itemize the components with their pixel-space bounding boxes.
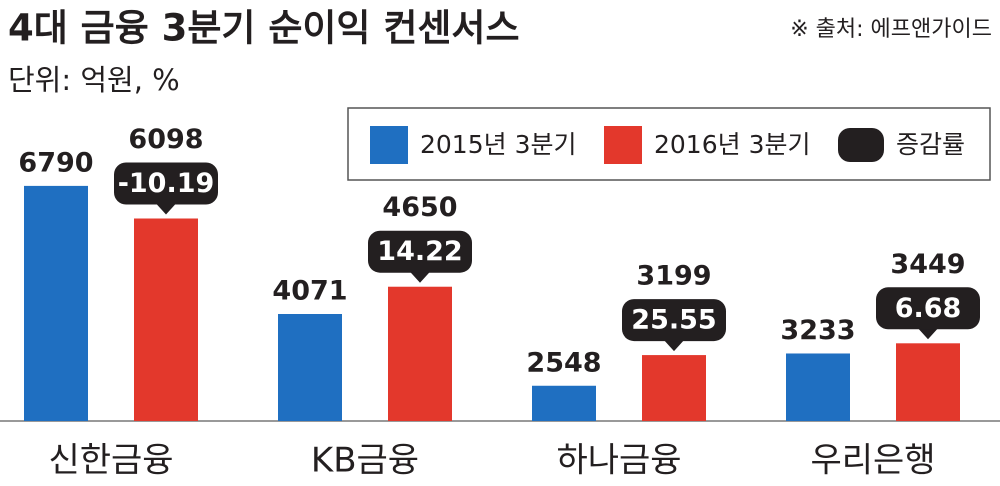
x-tick-label: KB금융	[311, 441, 419, 481]
value-label: 3449	[890, 249, 965, 280]
bar	[786, 353, 850, 421]
change-label: 25.55	[631, 305, 716, 336]
callout-pointer	[156, 203, 176, 215]
x-tick-label: 우리은행	[810, 441, 935, 481]
change-label: 6.68	[895, 293, 962, 324]
legend-swatch	[604, 126, 642, 164]
bar	[278, 314, 342, 421]
bar	[642, 355, 706, 421]
legend-label: 2015년 3분기	[420, 130, 576, 159]
legend-swatch	[370, 126, 408, 164]
legend-label: 2016년 3분기	[654, 130, 810, 159]
callout	[114, 162, 218, 205]
x-tick-label: 하나금융	[556, 441, 681, 481]
callout-pointer	[410, 271, 430, 283]
change-label: -10.19	[118, 168, 215, 199]
unit: 단위: 억원, %	[8, 63, 180, 97]
bar	[532, 385, 596, 421]
callout-pointer	[664, 340, 684, 352]
value-label: 3233	[780, 315, 855, 346]
value-label: 2548	[526, 347, 601, 378]
value-label: 4650	[382, 192, 457, 223]
value-label: 4071	[272, 276, 347, 307]
change-label: 14.22	[377, 236, 462, 267]
callout	[876, 287, 980, 330]
chart-title: 4대 금융 3분기 순이익 컨센서스	[8, 7, 520, 50]
bar	[134, 218, 198, 421]
source: ※ 출처: 에프앤가이드	[790, 17, 992, 42]
bar	[388, 286, 452, 421]
x-tick-label: 신한금융	[48, 441, 173, 481]
value-label: 6098	[128, 124, 203, 155]
legend-swatch	[838, 128, 884, 162]
bar	[896, 343, 960, 421]
callout-pointer	[918, 328, 938, 340]
legend-label: 증감률	[896, 130, 965, 159]
callout	[368, 230, 472, 273]
value-label: 3199	[636, 261, 711, 292]
value-label: 6790	[18, 147, 93, 178]
callout	[622, 299, 726, 342]
bar	[24, 185, 88, 421]
